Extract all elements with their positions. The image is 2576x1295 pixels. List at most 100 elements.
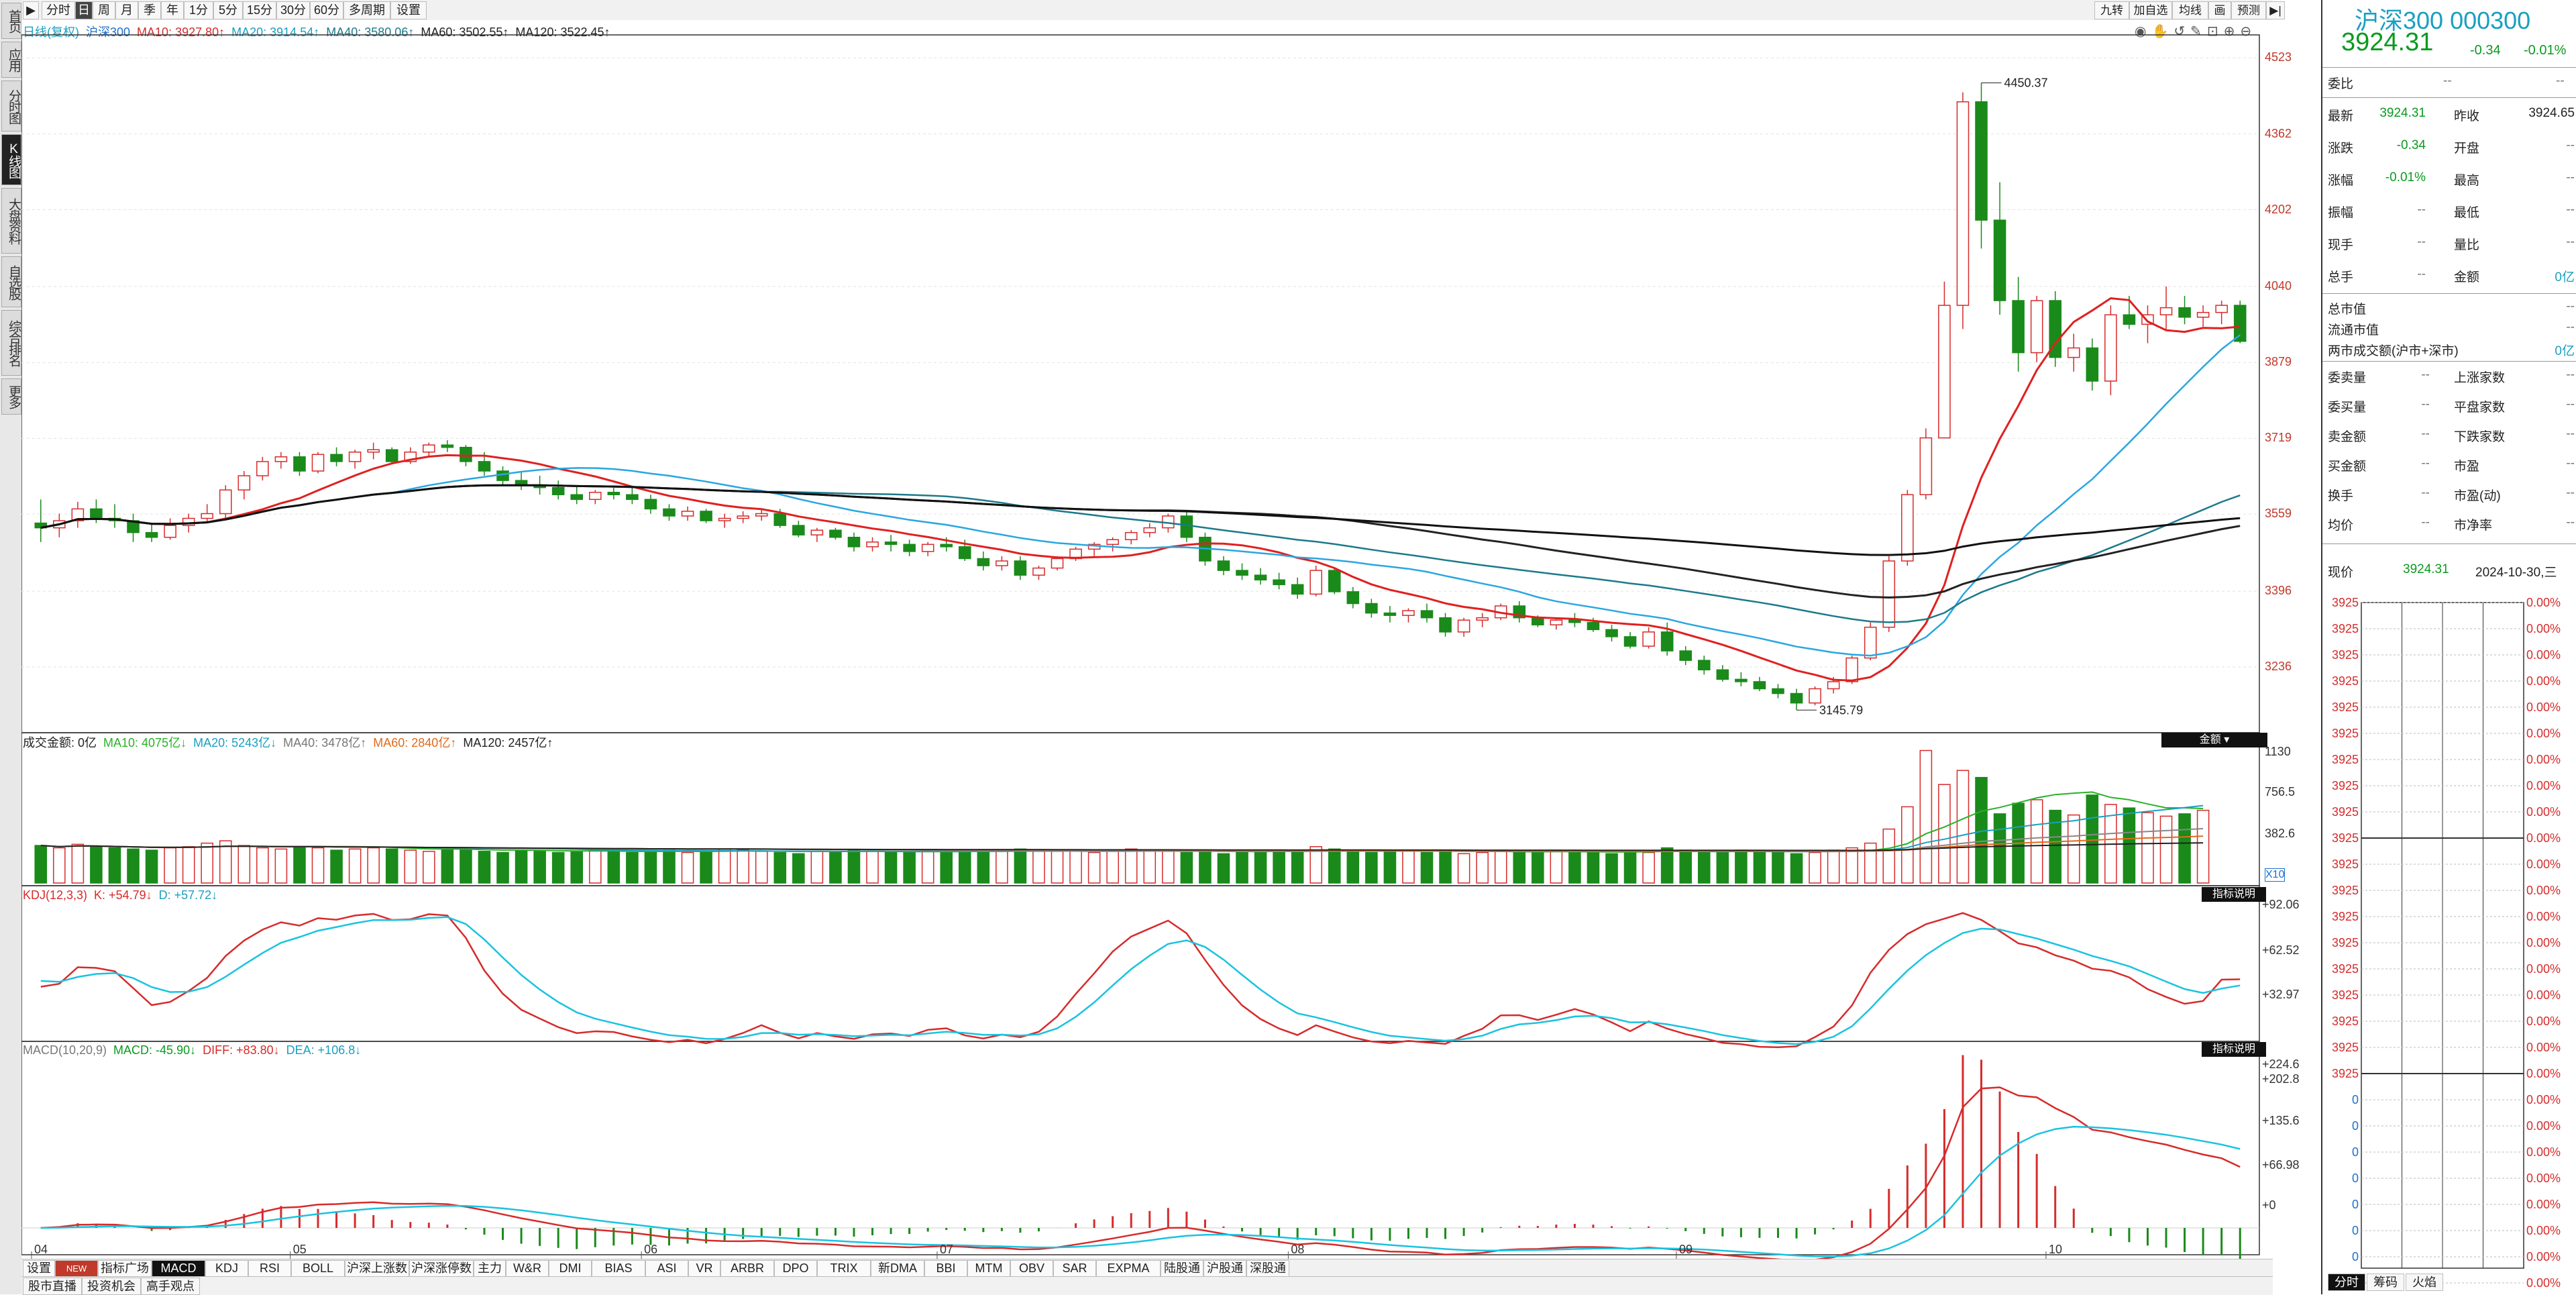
rail-item-7[interactable]: 更多 [1,378,21,415]
volume-bar-31 [607,851,621,884]
macd-help-button[interactable]: 指标说明 [2202,1042,2266,1057]
indicator-tab-22[interactable]: SAR [1053,1260,1096,1277]
toolbar-button-3[interactable]: 画 [2208,1,2231,19]
indicator-tab-10[interactable]: W&R [506,1260,549,1277]
indicator-tab-20[interactable]: MTM [967,1260,1010,1277]
indicator-tab-6[interactable]: BOLL [291,1260,345,1277]
candle-body-33 [644,499,657,510]
period-button-0[interactable]: 分时 [42,1,75,19]
macd-legend: MACD(10,20,9) MACD: -45.90↓ DIFF: +83.80↓ D… [23,1043,368,1057]
indicator-tab-23[interactable]: EXPMA [1096,1260,1161,1277]
period-button-1[interactable]: 日 [75,1,93,19]
mini-pct-label: 0.00% [2526,701,2561,714]
indicator-tab-1[interactable]: NEW [55,1260,98,1277]
mini-tab-2[interactable]: 火焰 [2406,1274,2443,1291]
indicator-tab-18[interactable]: 新DMA [871,1260,924,1277]
indicator-tab-13[interactable]: ASI [645,1260,688,1277]
period-button-10[interactable]: 60分 [310,1,343,19]
indicator-tab-12[interactable]: BIAS [592,1260,645,1277]
indicator-tab-25[interactable]: 沪股通 [1203,1260,1246,1277]
indicator-tab-14[interactable]: VR [688,1260,720,1277]
period-button-9[interactable]: 30分 [276,1,310,19]
quote-row-label: 最新 [2328,109,2354,123]
status-button-1[interactable]: 投资机会 [82,1278,141,1295]
candle-body-99 [1864,627,1877,659]
next-arrow-icon[interactable]: ▶| [2266,1,2285,19]
mini-price-label: 3925 [2331,805,2359,819]
period-button-4[interactable]: 季 [138,1,161,19]
volume-bar-111 [2086,794,2099,884]
toolbar-button-2[interactable]: 均线 [2172,1,2208,19]
rail-item-2[interactable]: 分时图 [1,81,21,132]
candle-body-36 [700,511,712,521]
period-button-8[interactable]: 15分 [243,1,276,19]
period-button-11[interactable]: 多周期 [343,1,390,19]
period-button-7[interactable]: 5分 [213,1,243,19]
period-button-12[interactable]: 设置 [390,1,427,19]
volume-bar-41 [792,853,805,884]
indicator-tab-9[interactable]: 主力 [474,1260,506,1277]
indicator-tab-11[interactable]: DMI [549,1260,592,1277]
indicator-tabs: 设置 NEW 指标广场 MACD KDJ RSI BOLL 沪深上涨数 沪深涨停数 主力 W&R DM… [21,1259,2273,1277]
period-button-6[interactable]: 1分 [184,1,213,19]
kdj-help-button[interactable]: 指标说明 [2202,887,2266,902]
indicator-tab-0[interactable]: 设置 [23,1260,55,1277]
volume-bar-74 [1402,849,1415,884]
toolbar-button-4[interactable]: 预测 [2231,1,2266,19]
vol-ma120-label: MA120: 2457亿↑ [463,736,553,749]
candle-body-45 [866,541,879,548]
volume-bar-38 [737,849,749,884]
mini-price-label: 3925 [2331,701,2359,714]
candle-body-94 [1772,688,1784,694]
toolbar-button-0[interactable]: 九转 [2094,1,2129,19]
weibi-value-2: -- [2556,74,2565,88]
volume-bar-42 [810,851,824,884]
rail-item-3[interactable]: K线图 [1,134,21,185]
volume-bar-16 [330,849,343,884]
volume-bar-48 [921,849,934,884]
volume-bar-49 [940,851,953,884]
period-button-5[interactable]: 年 [161,1,184,19]
indicator-tab-21[interactable]: OBV [1010,1260,1053,1277]
market-value-label: 两市成交额(沪市+深市) [2328,344,2459,358]
indicator-tab-17[interactable]: TRIX [817,1260,871,1277]
indicator-tab-3[interactable]: MACD [152,1260,205,1277]
quote-row-label-2: 最高 [2454,174,2480,188]
kdj-k-label: K: +54.79↓ [94,888,152,902]
toolbar-button-1[interactable]: 加自选 [2129,1,2172,19]
period-button-2[interactable]: 周 [93,1,115,19]
quote-title: 沪深300 000300 [2355,7,2531,34]
indicator-tab-4[interactable]: KDJ [205,1260,248,1277]
kline-chart-area[interactable]: 日线(复权) 沪深300 MA10: 3927.80↑ MA20: 3914.54↑ M… [21,20,2300,1259]
mini-tab-0[interactable]: 分时 [2328,1274,2365,1291]
rail-item-1[interactable]: 应用 [1,42,21,78]
rail-item-6[interactable]: 综合排名 [1,310,21,376]
candle-body-10 [219,489,232,515]
indicator-tab-19[interactable]: BBI [924,1260,967,1277]
status-button-2[interactable]: 高手观点 [141,1278,200,1295]
volume-type-dropdown[interactable]: 金额 ▾ [2161,733,2267,747]
indicator-tab-26[interactable]: 深股通 [1246,1260,1289,1277]
indicator-tab-5[interactable]: RSI [248,1260,291,1277]
mini-tab-1[interactable]: 筹码 [2367,1274,2404,1291]
mini-pct-label: 0.00% [2526,1119,2561,1133]
status-button-0[interactable]: 股市直播 [23,1278,82,1295]
prev-arrow-icon[interactable]: ▶ [23,1,39,19]
volume-bar-77 [1457,853,1470,884]
indicator-tab-2[interactable]: 指标广场 [98,1260,152,1277]
rail-item-5[interactable]: 自选股 [1,256,21,307]
stat-value: -- [2421,486,2430,500]
indicator-tab-16[interactable]: DPO [774,1260,817,1277]
indicator-tab-8[interactable]: 沪深涨停数 [409,1260,474,1277]
volume-bar-24 [478,851,491,884]
volume-bar-58 [1106,851,1119,884]
indicator-tab-7[interactable]: 沪深上涨数 [345,1260,409,1277]
indicator-tab-24[interactable]: 陆股通 [1161,1260,1203,1277]
indicator-tab-15[interactable]: ARBR [720,1260,774,1277]
candle-body-11 [237,475,251,490]
candle-body-69 [1309,570,1323,595]
rail-item-4[interactable]: 大盘资料 [1,188,21,254]
period-button-3[interactable]: 月 [115,1,138,19]
mini-pct-label: 0.00% [2526,962,2561,976]
rail-item-0[interactable]: 首页 [1,3,21,39]
